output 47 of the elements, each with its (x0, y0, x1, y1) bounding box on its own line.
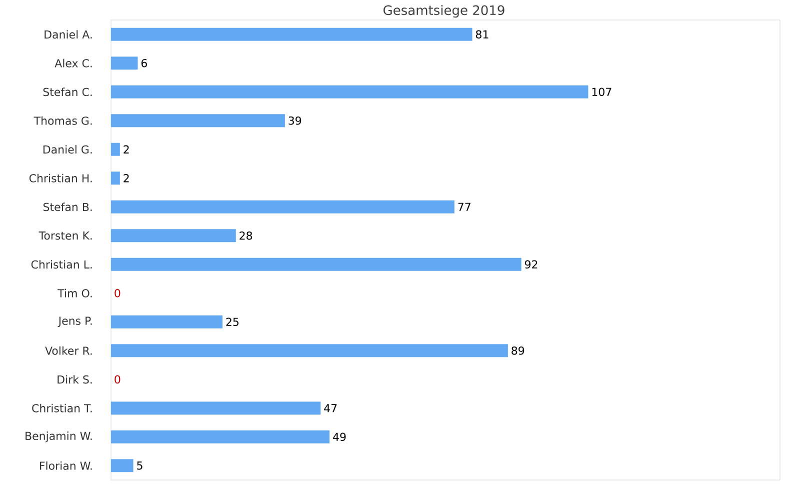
y-tick-label: Alex C. (54, 58, 92, 68)
data-label: 77 (458, 202, 470, 211)
data-label: 47 (324, 404, 337, 412)
y-tick-label: Christian H. (29, 174, 92, 182)
bar (111, 258, 522, 271)
data-label: 6 (141, 58, 148, 68)
bar (111, 229, 236, 242)
y-tick-label: Benjamin W. (26, 432, 92, 442)
bar (111, 172, 120, 185)
data-label: 28 (240, 231, 252, 240)
bar (111, 402, 321, 415)
bar (111, 459, 134, 472)
y-tick-label: Dirk S. (58, 375, 92, 384)
y-tick-label: Stefan C. (43, 88, 92, 96)
data-label: 89 (512, 346, 524, 355)
y-tick-label: Tim O. (58, 288, 92, 298)
bar (111, 56, 138, 70)
data-label: 0 (114, 288, 120, 298)
y-tick-label: Daniel A. (44, 30, 92, 39)
data-label: 2 (124, 174, 129, 182)
y-tick-label: Thomas G. (34, 116, 92, 125)
bar (111, 85, 588, 98)
chart-title: Gesamtsiege 2019 (384, 5, 504, 18)
data-label: 2 (124, 145, 129, 154)
bar (111, 430, 330, 444)
y-tick-label: Volker R. (45, 346, 92, 355)
data-label: 92 (524, 260, 538, 269)
y-tick-label: Jens P. (58, 316, 92, 327)
data-label: 107 (592, 88, 612, 96)
data-label: 0 (114, 375, 120, 384)
data-label: 5 (137, 462, 142, 470)
bar (111, 344, 508, 358)
bar (111, 200, 454, 214)
bar (111, 28, 472, 41)
y-tick-label: Daniel G. (43, 145, 92, 154)
data-label: 39 (288, 116, 302, 125)
y-tick-label: Christian T. (32, 404, 92, 412)
y-tick-label: Florian W. (40, 461, 92, 470)
data-label: 81 (476, 30, 488, 39)
y-tick-label: Christian L. (31, 260, 92, 269)
bar (111, 315, 223, 328)
data-label: 25 (226, 318, 238, 326)
y-tick-label: Torsten K. (38, 232, 92, 240)
bar (111, 114, 285, 128)
bar (111, 142, 120, 156)
data-label: 49 (333, 432, 346, 442)
y-tick-label: Stefan B. (44, 202, 92, 212)
